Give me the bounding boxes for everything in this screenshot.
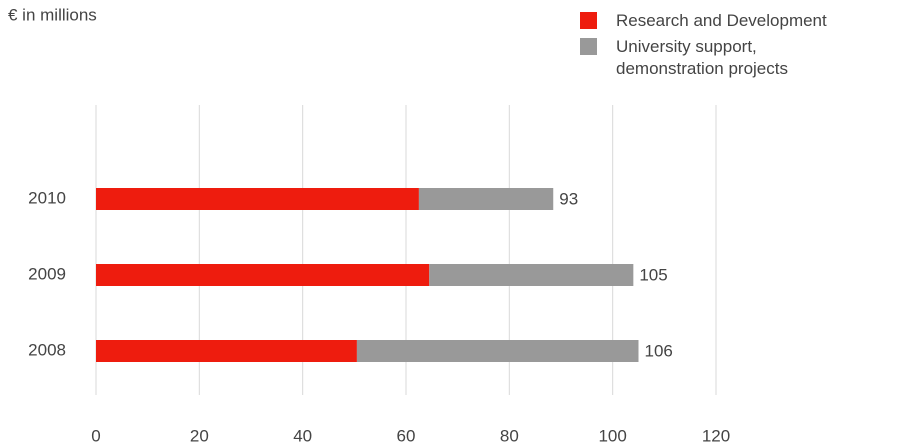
legend: Research and Development University suppo… [580, 10, 916, 84]
x-tick-label: 80 [500, 426, 519, 444]
x-tick-label: 0 [91, 426, 100, 444]
bar-segment [96, 264, 430, 286]
total-label: 105 [639, 265, 667, 284]
bar-segment [96, 188, 419, 210]
legend-label: University support, demonstration projec… [616, 37, 788, 78]
legend-item: University support, demonstration projec… [580, 36, 916, 80]
legend-swatch [580, 38, 597, 55]
total-label: 93 [559, 189, 578, 208]
legend-swatch [580, 12, 597, 29]
x-tick-label: 120 [702, 426, 730, 444]
x-tick-label: 20 [190, 426, 209, 444]
total-label: 106 [645, 341, 673, 360]
legend-label: Research and Development [616, 11, 827, 30]
bar-segment [356, 340, 639, 362]
bar-segment [429, 264, 634, 286]
y-tick-label: 2010 [28, 188, 66, 207]
y-tick-label: 2008 [28, 340, 66, 359]
x-tick-label: 40 [293, 426, 312, 444]
x-tick-label: 100 [598, 426, 626, 444]
y-tick-label: 2009 [28, 264, 66, 283]
bar-segment [96, 340, 357, 362]
x-tick-label: 60 [397, 426, 416, 444]
unit-label: € in millions [8, 5, 97, 24]
legend-item: Research and Development [580, 10, 916, 32]
bar-segment [418, 188, 554, 210]
